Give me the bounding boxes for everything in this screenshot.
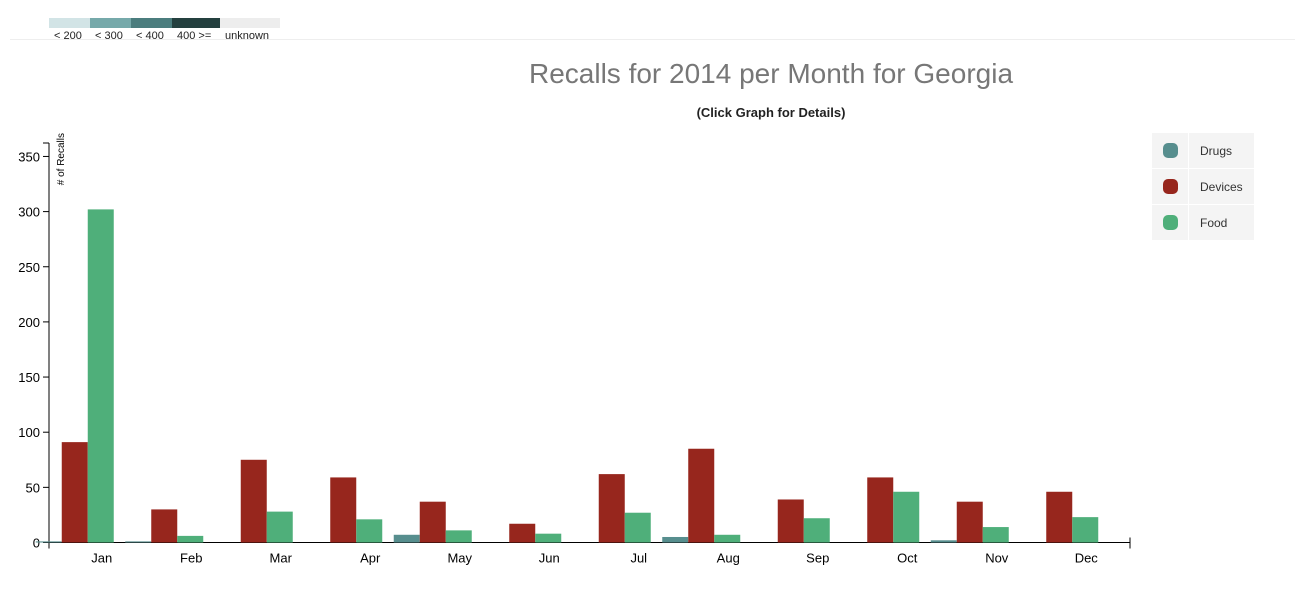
- x-tick-label: Jan: [91, 551, 112, 566]
- bar-devices-may[interactable]: [419, 501, 446, 543]
- bar-food-sep[interactable]: [803, 518, 830, 543]
- scale-swatches: [49, 18, 280, 28]
- bar-drugs-jan[interactable]: [35, 541, 62, 543]
- bar-devices-apr[interactable]: [330, 477, 357, 543]
- scale-swatch: [220, 18, 280, 28]
- bar-drugs-aug[interactable]: [662, 536, 689, 543]
- legend-item-food[interactable]: Food: [1152, 205, 1254, 240]
- bar-devices-sep[interactable]: [777, 499, 804, 543]
- x-tick-label: Jun: [539, 551, 560, 566]
- x-tick-label: Aug: [717, 551, 740, 566]
- bar-food-mar[interactable]: [266, 511, 293, 543]
- x-tick-label: Dec: [1075, 551, 1099, 566]
- y-tick-label: 100: [18, 425, 40, 440]
- y-tick-label: 350: [18, 149, 40, 164]
- legend-swatch-cell: [1152, 133, 1188, 168]
- x-tick-label: May: [447, 551, 472, 566]
- scale-swatch: [131, 18, 172, 28]
- legend-dot: [1162, 215, 1178, 230]
- legend-swatch-cell: [1152, 169, 1188, 204]
- x-tick-label: Jul: [630, 551, 647, 566]
- x-tick-label: Apr: [360, 551, 381, 566]
- chart-subtitle: (Click Graph for Details): [696, 105, 846, 120]
- x-tick-label: Feb: [180, 551, 202, 566]
- bar-food-oct[interactable]: [893, 491, 920, 543]
- legend-label: Devices: [1189, 169, 1254, 204]
- legend-item-drugs[interactable]: Drugs: [1152, 133, 1254, 168]
- x-tick-label: Oct: [897, 551, 918, 566]
- bar-devices-aug[interactable]: [688, 448, 715, 543]
- bar-devices-oct[interactable]: [867, 477, 894, 543]
- header-divider: [10, 39, 1295, 40]
- x-tick-label: Sep: [806, 551, 829, 566]
- bar-devices-feb[interactable]: [151, 509, 178, 543]
- bar-devices-jan[interactable]: [61, 442, 88, 543]
- chart-title: Recalls for 2014 per Month for Georgia: [528, 58, 1014, 89]
- y-tick-label: 0: [33, 536, 40, 551]
- bar-food-nov[interactable]: [982, 527, 1009, 543]
- bar-drugs-nov[interactable]: [930, 540, 957, 543]
- bar-devices-nov[interactable]: [956, 501, 983, 543]
- bar-drugs-may[interactable]: [393, 534, 420, 543]
- x-tick-label: Nov: [985, 551, 1009, 566]
- legend-dot: [1162, 179, 1178, 194]
- bar-food-jan[interactable]: [87, 209, 114, 543]
- scale-swatch: [49, 18, 90, 28]
- scale-swatch: [90, 18, 131, 28]
- bar-devices-mar[interactable]: [240, 459, 267, 543]
- chart-legend: Drugs Devices Food: [1152, 133, 1254, 241]
- y-tick-label: 150: [18, 370, 40, 385]
- legend-label: Drugs: [1189, 133, 1254, 168]
- bar-food-feb[interactable]: [177, 535, 204, 543]
- legend-label: Food: [1189, 205, 1254, 240]
- bar-drugs-feb[interactable]: [125, 541, 152, 543]
- y-tick-label: 50: [26, 480, 40, 495]
- bar-food-jun[interactable]: [535, 533, 562, 543]
- y-tick-label: 300: [18, 205, 40, 220]
- bar-devices-dec[interactable]: [1046, 491, 1073, 543]
- y-tick-label: 250: [18, 260, 40, 275]
- y-axis-label: # of Recalls: [56, 133, 67, 185]
- y-tick-label: 200: [18, 315, 40, 330]
- scale-swatch: [172, 18, 220, 28]
- bar-food-aug[interactable]: [714, 534, 741, 543]
- bar-devices-jun[interactable]: [509, 523, 536, 543]
- bar-food-jul[interactable]: [624, 512, 651, 543]
- legend-item-devices[interactable]: Devices: [1152, 169, 1254, 204]
- legend-swatch-cell: [1152, 205, 1188, 240]
- bar-food-apr[interactable]: [356, 519, 383, 543]
- bar-food-dec[interactable]: [1072, 517, 1099, 543]
- bar-devices-jul[interactable]: [598, 474, 625, 543]
- legend-dot: [1162, 143, 1178, 158]
- x-tick-label: Mar: [270, 551, 293, 566]
- bar-food-may[interactable]: [445, 530, 472, 543]
